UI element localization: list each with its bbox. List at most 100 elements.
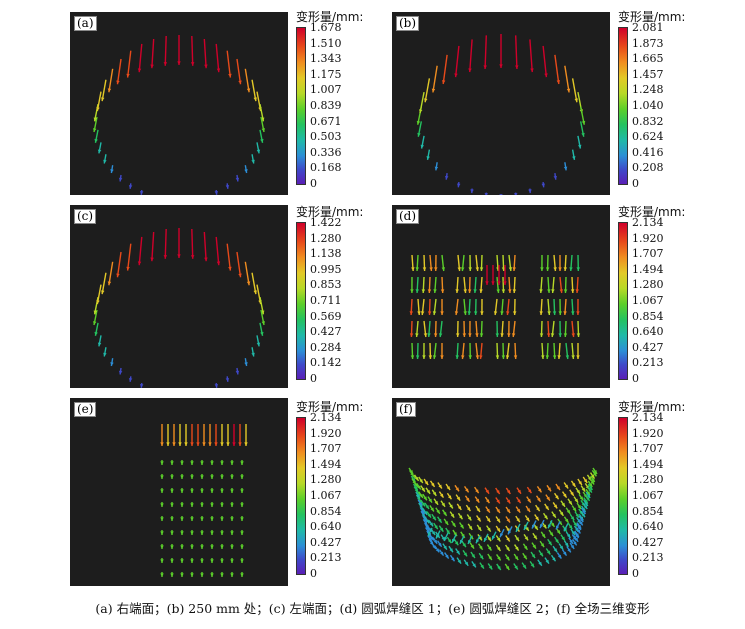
arrow-head [491,281,494,285]
colorbar-ticks: 2.134 1.920 1.707 1.494 1.280 1.067 0.854 0.640… [310,412,370,578]
colorbar-tick-label: 0 [632,568,639,580]
panel-label: (d) [396,209,419,224]
arrow-head [217,261,220,265]
arrow-head [514,193,517,195]
arrow-head [190,489,193,493]
arrow-head [468,311,471,315]
deformation-arrow [204,232,206,261]
colorbar-tick-label: 0 [632,178,639,190]
arrow-head [240,489,243,493]
arrow-head [180,475,183,479]
arrow-head [496,289,499,293]
colorbar-gradient [296,417,306,575]
colorbar-tick-label: 1.007 [310,84,342,96]
arrow-head [240,475,243,479]
arrow-head [138,68,141,72]
deformation-vector-plot-d [392,205,610,388]
arrow-head [416,267,419,271]
deformation-arrow [117,59,121,84]
arrow-head [230,559,233,563]
arrow-head [564,267,567,271]
deformation-arrow [165,229,166,259]
arrow-head [200,573,203,577]
arrow-head [191,62,194,66]
colorbar-tick-label: 1.067 [632,295,664,307]
arrow-head [200,545,203,549]
arrow-head [220,475,223,479]
colorbar-tick-label: 2.134 [310,412,342,424]
arrow-head [202,442,205,446]
arrow-head [475,333,478,337]
arrow-head [170,475,173,479]
arrow-head [200,475,203,479]
arrow-head [215,384,218,388]
deformation-arrow [425,78,429,102]
deformation-arrow [139,44,142,72]
arrow-head [440,355,443,359]
arrow-head [220,461,223,465]
colorbar-tick-label: 2.134 [632,412,664,424]
arrow-head [210,461,213,465]
arrow-head [411,355,414,359]
arrow-head [160,545,163,549]
colorbar-tick-label: 0.213 [310,552,342,564]
arrow-head [563,311,566,315]
colorbar-tick-label: 0.839 [310,100,342,112]
arrow-head [429,267,432,271]
colorbar-tick-label: 0.854 [310,506,342,518]
colorbar-tick-label: 1.280 [310,474,342,486]
arrow-head [434,333,437,337]
arrow-head [540,267,543,271]
arrow-head [172,442,175,446]
colorbar-tick-label: 1.494 [632,459,664,471]
colorbar-tick-label: 0.640 [632,521,664,533]
figure-caption: (a) 右端面；(b) 250 mm 处；(c) 左端面；(d) 圆弧焊缝区 1… [0,598,745,617]
colorbar-tick-label: 1.280 [310,233,342,245]
arrow-head [513,289,516,293]
arrow-head [160,573,163,577]
arrow-head [191,255,194,259]
arrow-head [230,475,233,479]
arrow-head [502,289,505,293]
arrow-head [240,461,243,465]
arrow-head [180,545,183,549]
colorbar-tick-label: 0.427 [632,342,664,354]
arrow-head [180,559,183,563]
colorbar-tick-label: 0.284 [310,342,342,354]
arrow-head [558,311,561,315]
arrow-head [190,475,193,479]
deformation-vector-plot-a [70,12,288,195]
arrow-head [230,489,233,493]
arrow-head [215,191,218,195]
arrow-head [164,255,167,259]
arrow-head [539,289,542,293]
colorbar-tick-label: 0.640 [632,326,664,338]
arrow-head [558,267,561,271]
colorbar-tick-label: 1.280 [632,474,664,486]
arrow-head [502,355,505,359]
panel-label: (e) [74,402,96,417]
arrow-head [180,489,183,493]
colorbar-tick-label: 1.920 [632,428,664,440]
deformation-vector-plot-b [392,12,610,195]
colorbar-tick-label: 2.134 [632,217,664,229]
deformation-arrow [165,36,166,66]
arrow-head [441,289,444,293]
colorbar-tick-label: 0.416 [632,147,664,159]
arrow-head [428,311,431,315]
arrow-head [456,355,459,359]
panel-f: (f) [392,398,610,586]
arrow-head [170,531,173,535]
panel-c: (c) [70,205,288,388]
colorbar-ticks: 1.678 1.510 1.343 1.175 1.007 0.839 0.671 0.503… [310,22,370,188]
arrow-head [180,573,183,577]
colorbar-f: 变形量/mm: 2.134 1.920 1.707 1.494 1.280 1.067 0.… [618,398,738,583]
arrow-head [200,559,203,563]
colorbar-ticks: 2.081 1.873 1.665 1.457 1.248 1.040 0.832 0.624… [632,22,692,188]
arrow-head [564,333,567,337]
arrow-head [553,311,556,315]
arrow-head [190,573,193,577]
colorbar-tick-label: 0.853 [310,279,342,291]
arrow-head [220,545,223,549]
arrow-head [440,311,443,315]
